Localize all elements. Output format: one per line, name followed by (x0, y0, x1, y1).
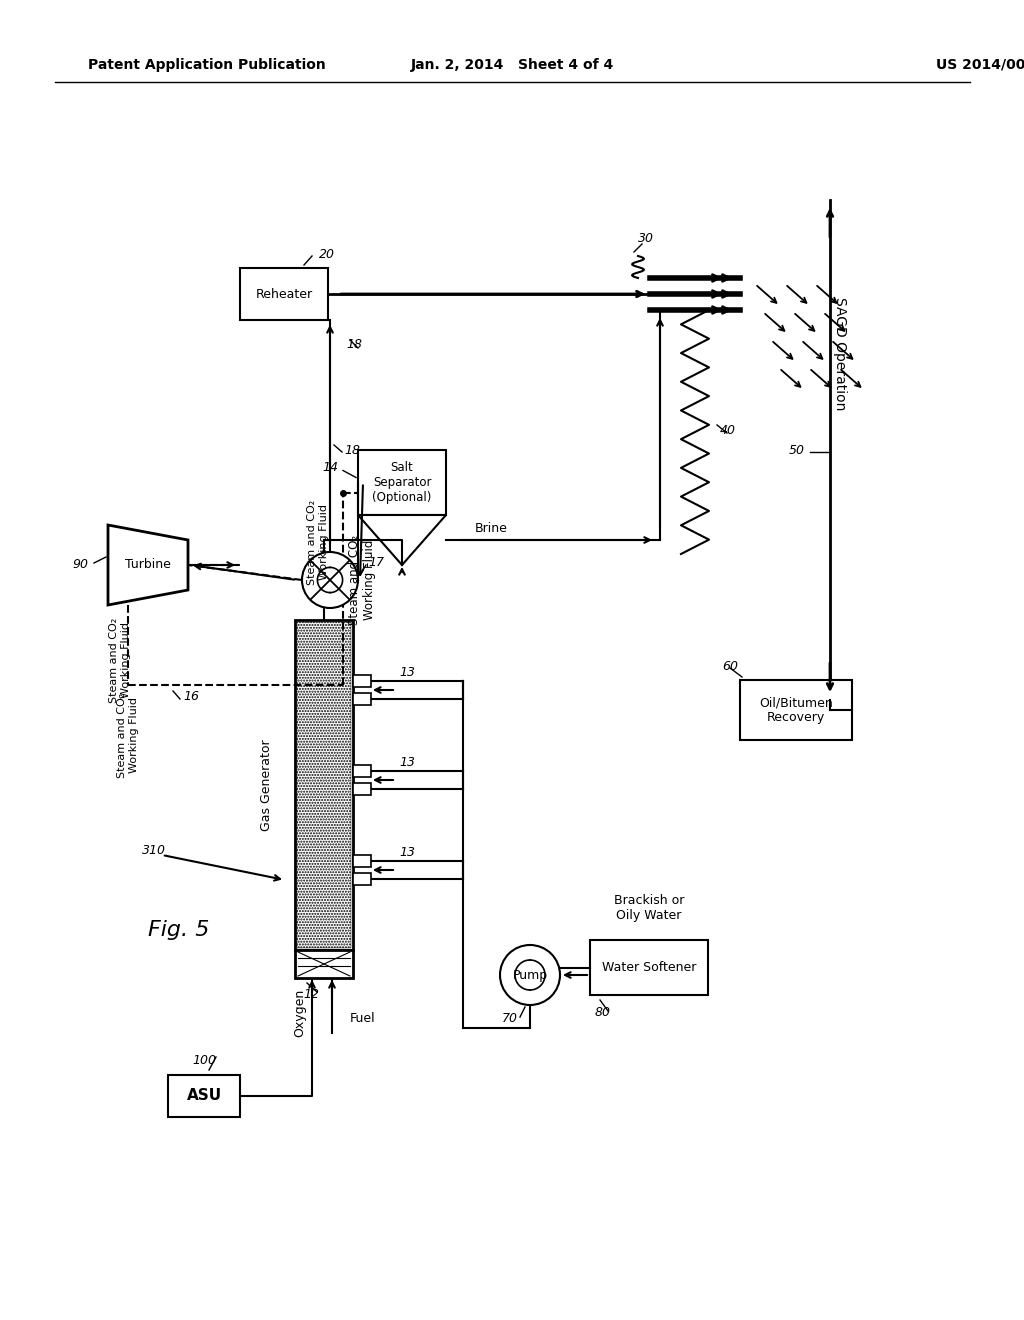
Circle shape (500, 945, 560, 1005)
Polygon shape (358, 515, 446, 565)
Text: Patent Application Publication: Patent Application Publication (88, 58, 326, 73)
Text: Steam and CO₂
Working Fluid: Steam and CO₂ Working Fluid (110, 618, 131, 702)
Text: 40: 40 (720, 424, 736, 437)
Text: 12: 12 (303, 987, 319, 1001)
Text: 16: 16 (183, 690, 199, 704)
Circle shape (302, 552, 358, 609)
Text: Oil/Bitumen
Recovery: Oil/Bitumen Recovery (759, 696, 833, 723)
Text: 13: 13 (399, 667, 415, 680)
Text: 18: 18 (344, 444, 360, 457)
Text: Gas Generator: Gas Generator (260, 739, 273, 830)
Text: 90: 90 (72, 558, 88, 572)
Text: 50: 50 (790, 444, 805, 457)
Bar (358, 450, 446, 515)
Text: Fuel: Fuel (350, 1011, 376, 1024)
Text: Salt
Separator
(Optional): Salt Separator (Optional) (373, 461, 432, 504)
Text: Steam and CO₂
Working Fluid: Steam and CO₂ Working Fluid (117, 693, 139, 777)
Text: 18: 18 (346, 338, 362, 351)
Bar (353, 675, 371, 686)
Bar (295, 950, 353, 978)
Text: Reheater: Reheater (255, 288, 312, 301)
Text: SAGD Operation: SAGD Operation (833, 297, 847, 411)
Text: 20: 20 (319, 248, 335, 260)
Text: 60: 60 (722, 660, 738, 672)
Text: Water Softener: Water Softener (602, 961, 696, 974)
Text: 13: 13 (399, 846, 415, 859)
Bar (353, 855, 371, 867)
Text: 70: 70 (502, 1012, 518, 1026)
Bar (353, 766, 371, 777)
Text: Fig. 5: Fig. 5 (148, 920, 209, 940)
Text: Turbine: Turbine (125, 558, 171, 572)
Text: Steam and CO₂
Working Fluid: Steam and CO₂ Working Fluid (348, 535, 376, 626)
Text: 17: 17 (368, 556, 384, 569)
Text: Oxygen: Oxygen (294, 989, 306, 1038)
Text: Steam and CO₂
Working Fluid: Steam and CO₂ Working Fluid (307, 500, 329, 585)
Bar (590, 940, 708, 995)
Text: US 2014/0000880 A1: US 2014/0000880 A1 (936, 58, 1024, 73)
Text: ASU: ASU (186, 1089, 221, 1104)
Bar (353, 693, 371, 705)
Bar (240, 268, 328, 319)
Text: 30: 30 (638, 232, 654, 246)
Polygon shape (108, 525, 188, 605)
Text: 100: 100 (193, 1055, 216, 1068)
Bar (295, 620, 353, 950)
Text: 80: 80 (595, 1006, 611, 1019)
Text: Brine: Brine (474, 521, 508, 535)
Text: Pump: Pump (512, 969, 548, 982)
Text: Brackish or
Oily Water: Brackish or Oily Water (613, 894, 684, 921)
Bar (353, 783, 371, 795)
Bar (297, 622, 351, 948)
Text: 310: 310 (142, 843, 166, 857)
Bar (353, 873, 371, 884)
Text: 13: 13 (399, 756, 415, 770)
Text: Jan. 2, 2014   Sheet 4 of 4: Jan. 2, 2014 Sheet 4 of 4 (411, 58, 613, 73)
Text: 14: 14 (322, 461, 338, 474)
Bar (168, 1074, 240, 1117)
Bar (740, 680, 852, 741)
